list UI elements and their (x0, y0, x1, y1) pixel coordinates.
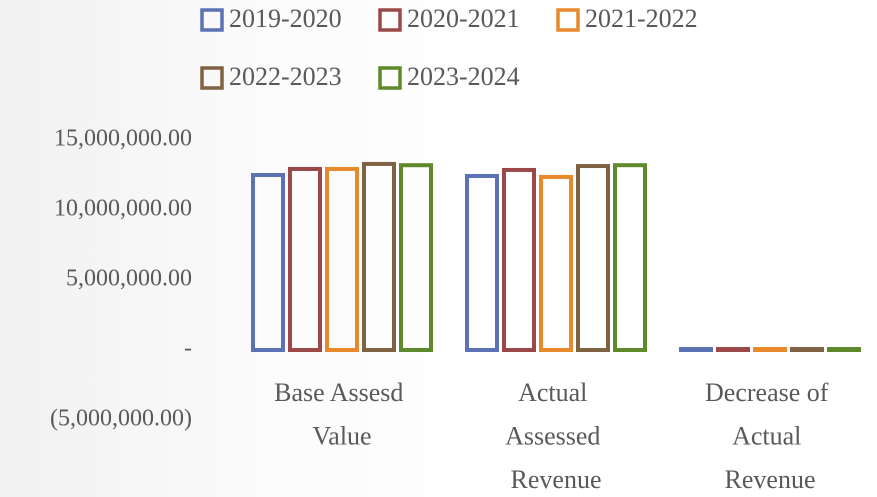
bar (576, 164, 610, 352)
bar (790, 347, 824, 352)
bar (613, 163, 647, 352)
legend-swatch (556, 8, 580, 32)
bar (251, 173, 285, 352)
legend-swatch (200, 8, 224, 32)
legend-label: 2022-2023 (229, 62, 342, 91)
x-tick-label: Base Assesd Value (274, 378, 410, 451)
bar (827, 347, 861, 352)
bar (465, 173, 499, 352)
bar (362, 161, 396, 352)
x-tick-label: Decrease of Actual Revenue (705, 378, 835, 494)
y-tick-label: 5,000,000.00 (66, 266, 192, 292)
legend-swatch (200, 66, 224, 90)
bar (288, 166, 322, 352)
bar (325, 166, 359, 352)
bar (399, 163, 433, 352)
bar (716, 347, 750, 352)
bar (539, 174, 573, 352)
legend-label: 2020-2021 (407, 4, 520, 33)
bar (679, 347, 713, 352)
y-tick-label: 10,000,000.00 (54, 196, 192, 222)
legend-label: 2019-2020 (229, 4, 342, 33)
y-tick-label: (5,000,000.00) (50, 406, 192, 432)
bar (753, 347, 787, 352)
legend-swatch (378, 8, 402, 32)
legend-label: 2021-2022 (585, 4, 698, 33)
x-tick-label: Actual Assessed Revenue (505, 378, 607, 494)
y-tick-label: 15,000,000.00 (54, 126, 192, 152)
y-tick-label: - (184, 336, 192, 362)
bar (502, 167, 536, 352)
legend-label: 2023-2024 (407, 62, 520, 91)
legend-swatch (378, 66, 402, 90)
